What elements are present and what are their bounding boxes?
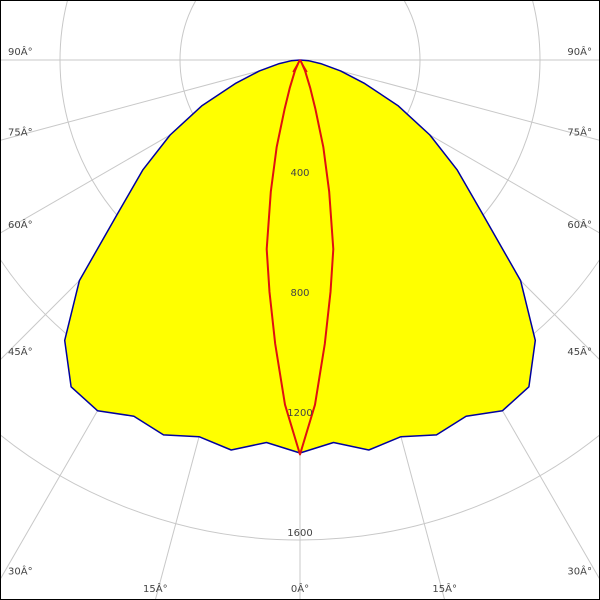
- ring-label: 800: [290, 288, 309, 299]
- ring-label: 1600: [287, 528, 312, 539]
- angle-label: 60Â°: [8, 218, 33, 231]
- radial-line: [0, 59, 301, 141]
- angle-label: 15Â°: [432, 582, 457, 595]
- angle-label: 75Â°: [567, 125, 592, 138]
- angle-label: 45Â°: [567, 345, 592, 358]
- intensity-curve: [63, 59, 537, 454]
- angle-label: 0Â°: [291, 582, 309, 595]
- radial-line: [299, 59, 600, 141]
- angle-label: 90Â°: [567, 45, 592, 58]
- angle-label: 45Â°: [8, 345, 33, 358]
- intensity-curve: [265, 59, 335, 456]
- ring-label: 400: [290, 168, 309, 179]
- arrow-head: [292, 59, 308, 73]
- angle-label: 30Â°: [8, 565, 33, 578]
- angle-label: 75Â°: [8, 125, 33, 138]
- curves: [63, 59, 537, 456]
- labels: 0Â° 15Â° 15Â° 30Â° 30Â° 45Â° 45Â° 60Â° 60Â° 75Â° 7…: [8, 45, 592, 595]
- ring-label: 1200: [287, 408, 312, 419]
- angle-label: 15Â°: [143, 582, 168, 595]
- angle-label: 90Â°: [8, 45, 33, 58]
- angle-label: 60Â°: [567, 218, 592, 231]
- angle-label: 30Â°: [567, 565, 592, 578]
